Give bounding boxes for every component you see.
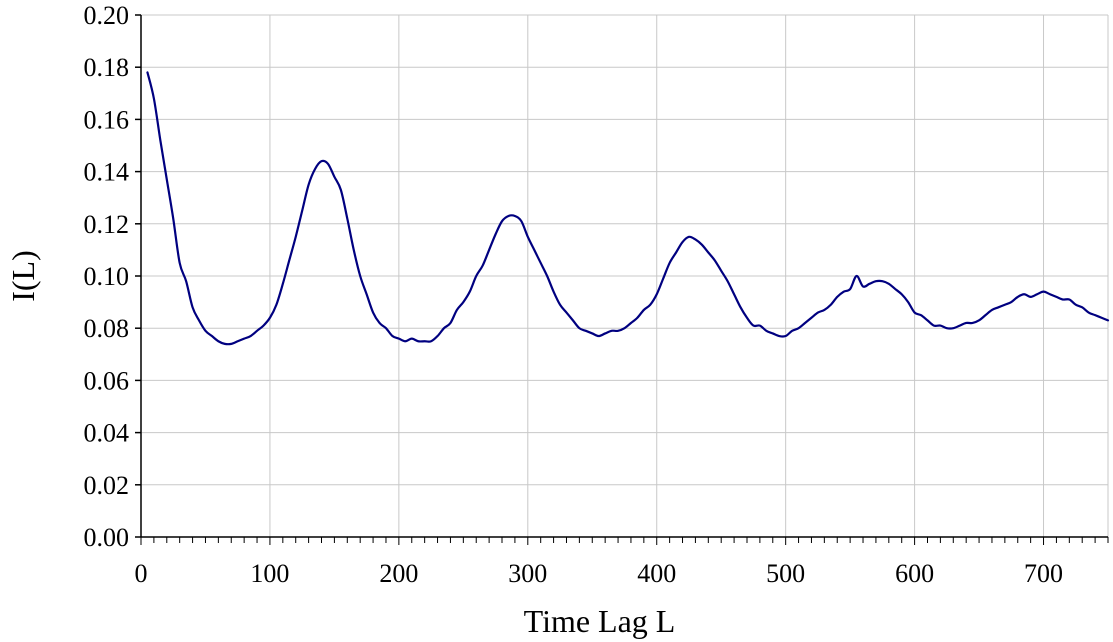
x-tick-label: 200 — [379, 559, 418, 588]
y-axis-title: I(L) — [5, 250, 41, 302]
y-tick-label: 0.20 — [84, 1, 130, 30]
y-tick-label: 0.18 — [84, 53, 130, 82]
y-tick-label: 0.00 — [84, 523, 130, 552]
series-layer — [146, 71, 1110, 346]
y-tick-label: 0.16 — [84, 105, 130, 134]
tick-labels: 0.00 0.02 0.04 0.06 0.08 0.10 0.12 0.14 0.16 0.18… — [84, 1, 1064, 588]
series-line — [146, 71, 1110, 346]
y-tick-label: 0.14 — [84, 158, 130, 187]
x-tick-label: 400 — [637, 559, 676, 588]
x-tick-label: 100 — [250, 559, 289, 588]
gridlines — [141, 14, 1109, 537]
x-tick-label: 0 — [135, 559, 148, 588]
y-tick-label: 0.04 — [84, 419, 130, 448]
y-tick-label: 0.02 — [84, 471, 130, 500]
x-tick-label: 600 — [895, 559, 934, 588]
ticks — [135, 14, 1109, 545]
y-tick-label: 0.10 — [84, 262, 130, 291]
x-tick-label: 700 — [1024, 559, 1063, 588]
y-tick-label: 0.06 — [84, 366, 130, 395]
y-tick-label: 0.12 — [84, 210, 130, 239]
y-tick-label: 0.08 — [84, 314, 130, 343]
x-axis-title: Time Lag L — [524, 603, 676, 639]
x-tick-label: 300 — [508, 559, 547, 588]
x-tick-label: 500 — [766, 559, 805, 588]
